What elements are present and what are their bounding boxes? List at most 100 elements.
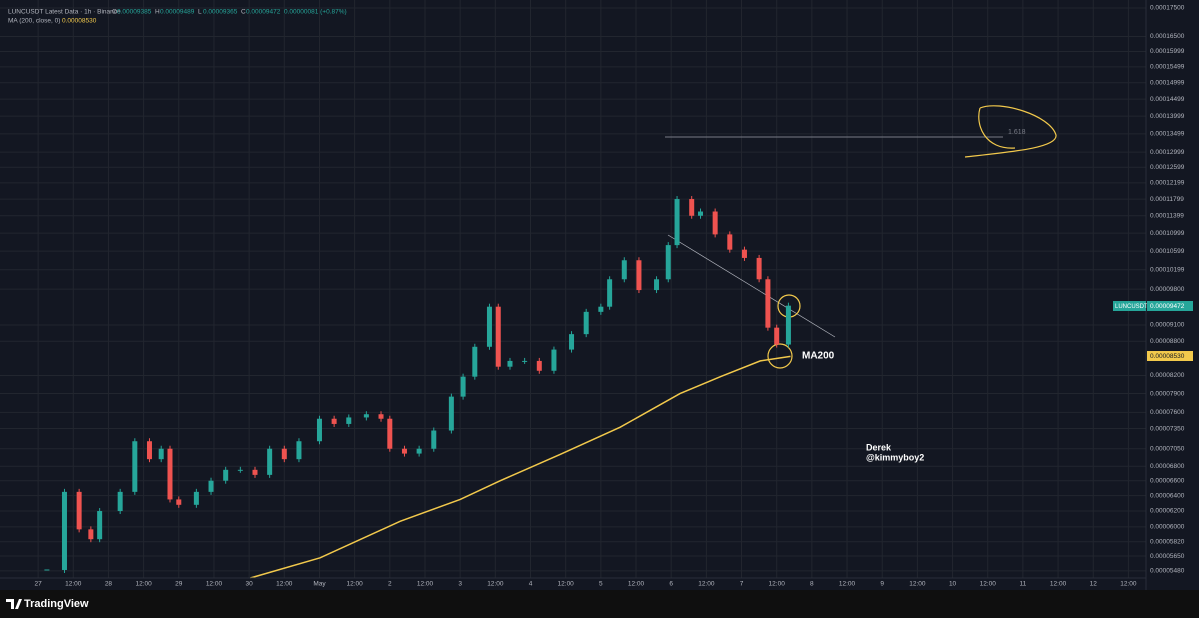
x-tick-label: 5 (599, 581, 603, 588)
y-tick-label: 0.00006200 (1150, 508, 1185, 515)
candle (61, 491, 67, 570)
y-tick-label: 0.00010199 (1150, 266, 1185, 273)
candle (569, 334, 575, 350)
y-tick-label: 0.00008200 (1150, 372, 1185, 379)
y-tick-label: 0.00012999 (1150, 149, 1185, 156)
candle (158, 448, 164, 460)
candle (237, 469, 243, 471)
y-tick-label: 0.00014999 (1150, 79, 1185, 86)
candle (665, 245, 671, 280)
y-tick-label: 0.00010999 (1150, 230, 1185, 237)
x-tick-label: 30 (246, 581, 254, 588)
y-tick-label: 0.00005650 (1150, 553, 1185, 560)
candle (346, 417, 352, 424)
symbol-tag (1113, 301, 1146, 311)
candle (431, 430, 437, 449)
ohlc-key: H (155, 9, 160, 16)
trend-line (667, 234, 836, 338)
footer (0, 590, 1199, 618)
ma-legend: MA (200, close, 0) (8, 18, 60, 25)
candle (507, 360, 513, 367)
candle (472, 346, 478, 377)
y-tick-label: 0.00008800 (1150, 338, 1185, 345)
plot (44, 196, 791, 579)
y-tick-label: 0.00011799 (1150, 196, 1184, 203)
y-tick-label: 0.00007050 (1150, 445, 1185, 452)
y-tick-label: 0.00007350 (1150, 425, 1185, 432)
candle (674, 199, 680, 246)
header-title: LUNCUSDT Latest Data · 1h · Binance (8, 9, 121, 16)
x-tick-label: 9 (880, 581, 884, 588)
candle (401, 448, 407, 454)
price-tag-label: 0.00009472 (1150, 303, 1185, 310)
handle: @kimmyboy2 (866, 452, 924, 462)
candle (607, 279, 613, 307)
candle (495, 306, 501, 367)
candle (741, 249, 747, 258)
candle (378, 414, 384, 419)
candle (727, 234, 733, 250)
x-tick-label: 12:00 (65, 581, 82, 588)
y-tick-label: 0.00014499 (1150, 96, 1185, 103)
ma-tag-label: 0.00008530 (1150, 353, 1185, 360)
ma-line (250, 355, 791, 579)
grid (0, 0, 1146, 578)
y-tick-label: 0.00010599 (1150, 248, 1185, 255)
x-tick-label: 12:00 (135, 581, 152, 588)
x-tick-label: 12:00 (206, 581, 223, 588)
y-tick-label: 0.00005820 (1150, 538, 1185, 545)
x-tick-label: 12:00 (909, 581, 926, 588)
ohlc-value: 0.00009472 (246, 9, 281, 16)
ohlc-key: C (241, 9, 246, 16)
axes: 0.00017500 0.00016500 0.00015999 0.00015499… (34, 5, 1184, 588)
candle (267, 448, 273, 475)
y-tick-label: 0.00006400 (1150, 492, 1185, 499)
candle (208, 480, 214, 492)
candle (583, 311, 589, 335)
x-tick-label: 12:00 (347, 581, 364, 588)
x-tick-label: 12:00 (698, 581, 715, 588)
candle (756, 257, 762, 280)
x-tick-label: 3 (458, 581, 462, 588)
candle (551, 349, 557, 371)
y-tick-label: 0.00006000 (1150, 524, 1185, 531)
candle (132, 441, 138, 492)
x-tick-label: May (313, 581, 326, 588)
candle (193, 491, 199, 505)
candle (416, 448, 422, 454)
candle (223, 469, 229, 481)
candle (176, 499, 182, 505)
x-tick-label: 12:00 (1120, 581, 1137, 588)
candle (76, 491, 82, 530)
x-tick-label: 12:00 (769, 581, 786, 588)
ohlc-value: 0.00009365 (203, 9, 238, 16)
x-tick-label: 12:00 (980, 581, 997, 588)
candle (448, 396, 454, 431)
candle (88, 529, 94, 540)
y-tick-label: 0.00009100 (1150, 322, 1185, 329)
candle (117, 491, 123, 512)
ohlc-key: O (112, 9, 117, 16)
brand: TradingView (24, 598, 89, 610)
candle (774, 327, 780, 345)
ohlc-value: 0.00009489 (160, 9, 195, 16)
x-tick-label: 8 (810, 581, 814, 588)
x-tick-label: 27 (34, 581, 42, 588)
x-tick-label: 12:00 (487, 581, 504, 588)
x-tick-label: 12:00 (1050, 581, 1067, 588)
y-tick-label: 0.00012199 (1150, 180, 1185, 187)
y-tick-label: 0.00007900 (1150, 390, 1185, 397)
ma-legend-value: 0.00008530 (62, 18, 97, 25)
candle (636, 260, 642, 291)
candle (296, 441, 302, 460)
x-tick-label: 28 (105, 581, 113, 588)
x-tick-label: 4 (529, 581, 533, 588)
candle (331, 418, 337, 424)
price-tag (1147, 301, 1193, 311)
y-tick-label: 0.00012599 (1150, 164, 1185, 171)
candle (167, 448, 173, 500)
ohlc-key: L (198, 9, 202, 16)
candle (765, 279, 771, 328)
y-tick-label: 0.00013999 (1150, 113, 1185, 120)
y-tick-label: 0.00007600 (1150, 409, 1185, 416)
